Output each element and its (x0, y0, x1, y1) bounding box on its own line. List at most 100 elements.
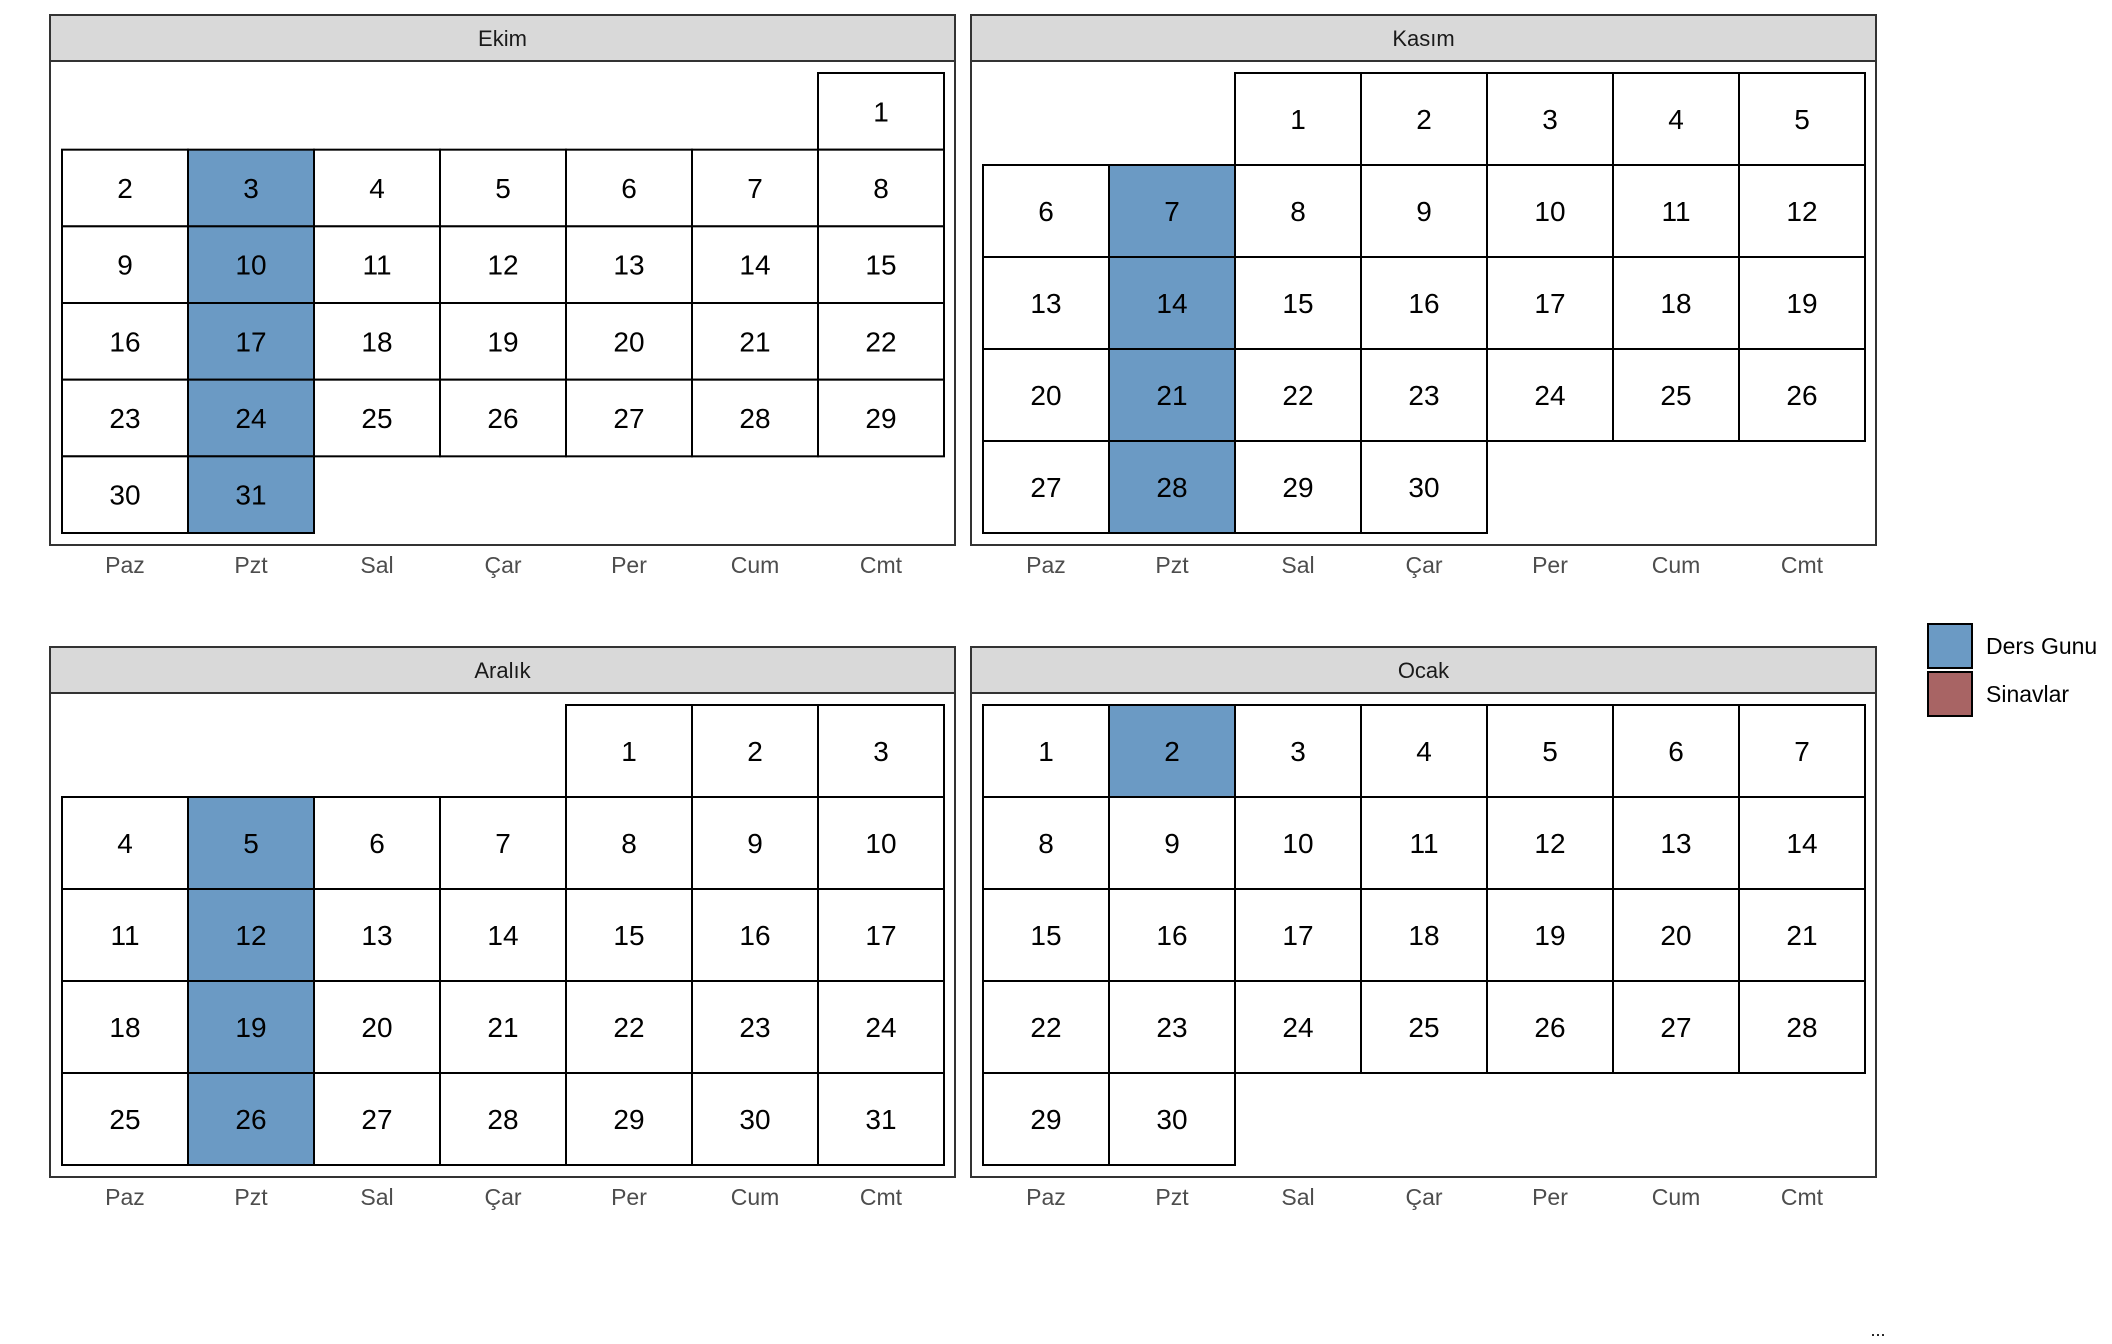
day-label: 1 (873, 96, 889, 127)
day-tile (817, 980, 945, 1074)
day-label: 23 (1156, 1012, 1187, 1043)
day-label: 6 (621, 173, 637, 204)
day-label: 13 (1660, 828, 1691, 859)
day-label: 6 (1038, 196, 1054, 227)
weekday-tick-label: Cmt (1781, 552, 1824, 578)
day-tile (1612, 796, 1740, 890)
day-tile (1360, 888, 1488, 982)
day-label: 15 (1282, 288, 1313, 319)
weekday-tick-label: Cmt (860, 1184, 903, 1210)
day-label: 21 (487, 1012, 518, 1043)
day-tile (61, 980, 189, 1074)
day-label: 16 (739, 920, 770, 951)
day-tile (1612, 348, 1740, 442)
day-tile (1738, 256, 1866, 350)
day-label: 18 (1660, 288, 1691, 319)
day-tile (1108, 888, 1236, 982)
day-tile (1612, 164, 1740, 258)
day-label: 15 (613, 920, 644, 951)
day-label: 30 (1408, 472, 1439, 503)
footer-note: ... (1870, 1320, 1885, 1340)
day-label: 26 (1534, 1012, 1565, 1043)
day-label: 10 (1282, 828, 1313, 859)
day-tile (1486, 164, 1614, 258)
day-label: 28 (487, 1104, 518, 1135)
day-tile (439, 302, 567, 381)
day-tile (1738, 980, 1866, 1074)
weekday-tick-label: Cmt (860, 552, 903, 578)
day-label: 22 (1282, 380, 1313, 411)
day-tile (691, 704, 819, 798)
day-tile (817, 1072, 945, 1166)
day-tile (1360, 704, 1488, 798)
weekday-tick-label: Per (611, 1184, 647, 1210)
day-label: 30 (1156, 1104, 1187, 1135)
day-tile (1234, 980, 1362, 1074)
day-tile (313, 980, 441, 1074)
weekday-tick-label: Per (611, 552, 647, 578)
weekday-tick-label: Çar (1405, 552, 1442, 578)
day-label: 31 (235, 480, 266, 511)
day-label: 6 (369, 828, 385, 859)
day-tile (565, 888, 693, 982)
day-label: 1 (1290, 104, 1306, 135)
day-tile (691, 796, 819, 890)
day-tile (1234, 256, 1362, 350)
day-label: 10 (1534, 196, 1565, 227)
day-label: 6 (1668, 736, 1684, 767)
day-label: 26 (487, 403, 518, 434)
day-tile (439, 225, 567, 304)
day-label: 27 (1660, 1012, 1691, 1043)
day-tile (313, 378, 441, 458)
day-tile (817, 888, 945, 982)
day-label: 14 (487, 920, 518, 951)
day-label: 8 (1290, 196, 1306, 227)
day-tile (565, 704, 693, 798)
day-label: 12 (487, 250, 518, 281)
day-tile (1108, 256, 1236, 350)
day-label: 10 (865, 828, 896, 859)
day-tile (1108, 980, 1236, 1074)
day-label: 26 (1786, 380, 1817, 411)
day-label: 27 (361, 1104, 392, 1135)
day-label: 25 (361, 403, 392, 434)
facet-strip-label: Aralık (474, 658, 531, 683)
day-label: 21 (1786, 920, 1817, 951)
day-label: 24 (865, 1012, 896, 1043)
day-label: 8 (621, 828, 637, 859)
day-tile (1108, 164, 1236, 258)
day-label: 17 (1282, 920, 1313, 951)
day-label: 7 (495, 828, 511, 859)
day-label: 11 (362, 250, 391, 281)
facet-strip (49, 646, 956, 694)
day-tile (1234, 164, 1362, 258)
weekday-tick-label: Sal (1281, 552, 1314, 578)
day-label: 20 (1660, 920, 1691, 951)
day-tile (691, 1072, 819, 1166)
day-label: 16 (1408, 288, 1439, 319)
day-tile (61, 1072, 189, 1166)
day-label: 27 (1030, 472, 1061, 503)
day-label: 2 (747, 736, 763, 767)
day-tile (187, 302, 315, 381)
day-tile (1486, 704, 1614, 798)
day-label: 9 (117, 250, 133, 281)
day-tile (313, 1072, 441, 1166)
day-tile (61, 302, 189, 381)
day-label: 8 (1038, 828, 1054, 859)
day-tile (1738, 164, 1866, 258)
day-label: 20 (613, 326, 644, 357)
day-label: 5 (495, 173, 511, 204)
day-label: 4 (117, 828, 133, 859)
day-label: 2 (1164, 736, 1180, 767)
day-tile (1108, 348, 1236, 442)
day-label: 7 (1164, 196, 1180, 227)
day-tile (1108, 704, 1236, 798)
day-label: 10 (235, 250, 266, 281)
day-tile (1360, 440, 1488, 534)
day-tile (982, 888, 1110, 982)
day-tile (1234, 704, 1362, 798)
day-label: 19 (487, 326, 518, 357)
